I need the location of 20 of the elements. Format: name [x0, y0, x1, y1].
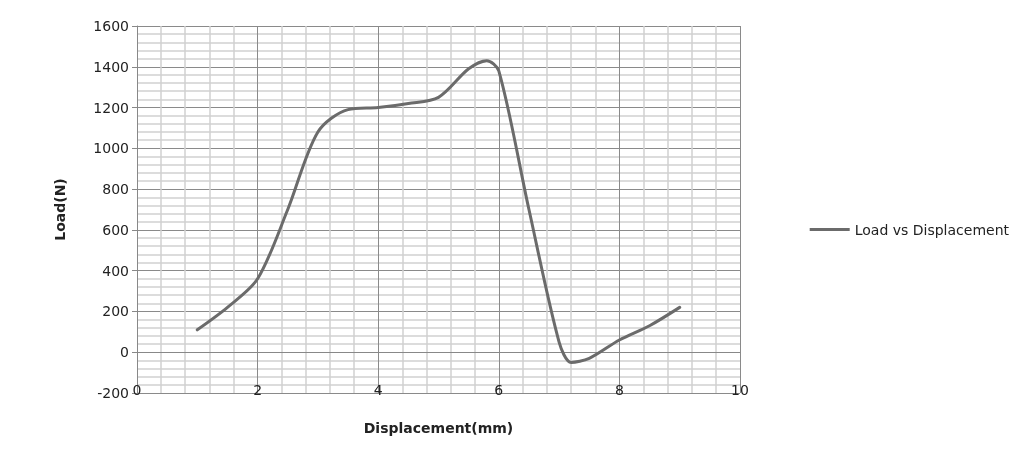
y-tick-label: 200	[102, 303, 129, 320]
y-tick-label: -200	[97, 385, 129, 401]
x-tick-label: 2	[253, 382, 263, 398]
y-tick-label: 1600	[93, 18, 129, 34]
y-tick-label: 600	[102, 221, 129, 238]
x-tick-label: 6	[494, 382, 504, 398]
y-tick-label: 1200	[93, 99, 129, 116]
x-tick-label: 4	[373, 382, 383, 398]
x-tick-label: 8	[614, 382, 624, 398]
legend-label: Load vs Displacement	[854, 221, 1010, 238]
y-tick-label: 1400	[93, 58, 129, 75]
y-tick-label: 1000	[93, 140, 129, 157]
x-axis-title: Displacement(mm)	[363, 420, 514, 436]
line-series	[195, 59, 682, 364]
x-tick-label: 0	[132, 382, 142, 398]
y-tick-label: 400	[102, 262, 129, 279]
x-tick-label: 10	[731, 382, 749, 398]
y-tick-label: 0	[120, 344, 129, 361]
y-tick-label: 800	[102, 181, 129, 198]
y-axis-title: Load(N)	[52, 178, 68, 241]
